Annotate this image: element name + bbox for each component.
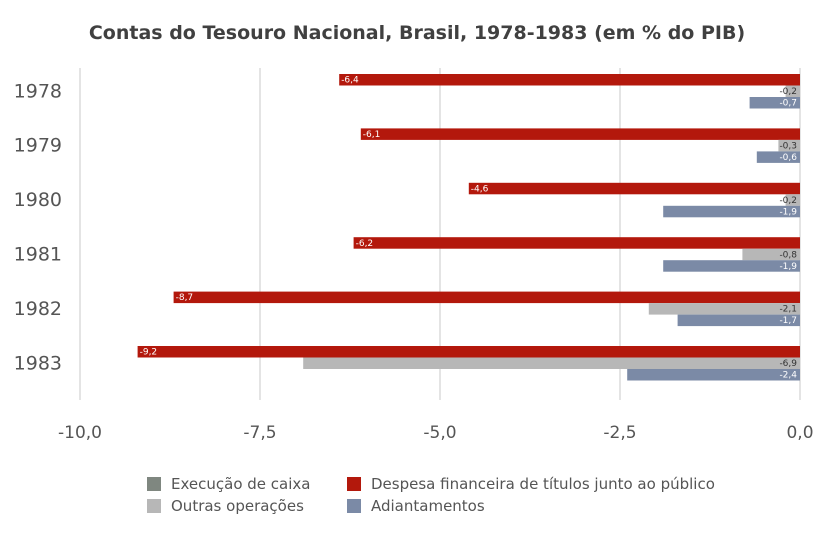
x-tick-label: -7,5 [243, 423, 276, 443]
data-label: -8,7 [176, 293, 194, 303]
data-label: -1,9 [779, 207, 797, 217]
data-label: -0,6 [779, 153, 797, 163]
bar [648, 303, 800, 315]
bar [353, 237, 800, 249]
data-label: -6,4 [341, 76, 359, 86]
data-label: -0,7 [779, 99, 797, 109]
axis-labels: -10,0 -7,5 -5,0 -2,5 0,0 1978 1979 1980 1981 1982… [14, 80, 814, 443]
legend-label: Adiantamentos [371, 497, 485, 515]
data-label: -2,4 [779, 371, 797, 381]
bar [785, 194, 800, 206]
x-tick-label: -2,5 [603, 423, 636, 443]
x-tick-label: -10,0 [58, 423, 102, 443]
legend-swatch [147, 477, 161, 491]
bar [303, 357, 800, 369]
bar [137, 346, 801, 358]
legend-item-adiantamentos: Adiantamentos [347, 496, 485, 516]
data-label: -0,3 [779, 142, 797, 152]
bar [468, 182, 800, 195]
bar [778, 139, 800, 152]
bar [173, 291, 801, 304]
data-label: -0,2 [779, 87, 797, 97]
legend-label: Execução de caixa [171, 475, 311, 493]
data-label: -6,1 [363, 130, 381, 140]
legend-swatch [347, 499, 361, 513]
data-label: -1,7 [779, 316, 797, 326]
x-tick-label: -5,0 [423, 423, 456, 443]
bar [627, 369, 800, 381]
bar [785, 85, 800, 97]
bar [360, 128, 800, 140]
bars [137, 74, 801, 381]
grid-lines [79, 68, 801, 400]
legend-item-despesa: Despesa financeira de títulos junto ao p… [347, 474, 715, 494]
y-category-label: 1978 [14, 80, 62, 102]
legend-swatch [147, 499, 161, 513]
y-category-label: 1981 [14, 243, 62, 265]
legend-swatch [347, 477, 361, 491]
data-labels: -6,4 -6,1 -4,6 -6,2 -8,7 -9,2 -0,2 -0,3 -0,2 -0,8… [140, 76, 798, 381]
legend-label: Despesa financeira de títulos junto ao p… [371, 475, 715, 493]
data-label: -4,6 [471, 184, 489, 194]
bar [742, 248, 800, 261]
x-tick-label: 0,0 [786, 423, 813, 443]
y-category-label: 1983 [14, 352, 62, 374]
bar [663, 205, 800, 218]
legend-item-execucao: Execução de caixa [147, 474, 310, 494]
data-label: -0,8 [779, 250, 797, 260]
bar [756, 151, 800, 163]
data-label: -6,9 [779, 359, 797, 369]
data-label: -6,2 [356, 239, 374, 249]
bar [339, 74, 800, 86]
data-label: -0,2 [779, 196, 797, 206]
y-category-label: 1980 [14, 189, 62, 211]
bar [749, 97, 800, 109]
legend-label: Outras operações [171, 497, 304, 515]
bar [677, 314, 800, 327]
y-category-label: 1979 [14, 135, 62, 157]
data-label: -1,9 [779, 262, 797, 272]
bar [663, 260, 800, 272]
chart-title: Contas do Tesouro Nacional, Brasil, 1978… [88, 22, 746, 44]
data-label: -2,1 [779, 305, 797, 315]
y-category-label: 1982 [14, 298, 62, 320]
legend-item-outras: Outras operações [147, 496, 304, 516]
data-label: -9,2 [140, 348, 158, 358]
